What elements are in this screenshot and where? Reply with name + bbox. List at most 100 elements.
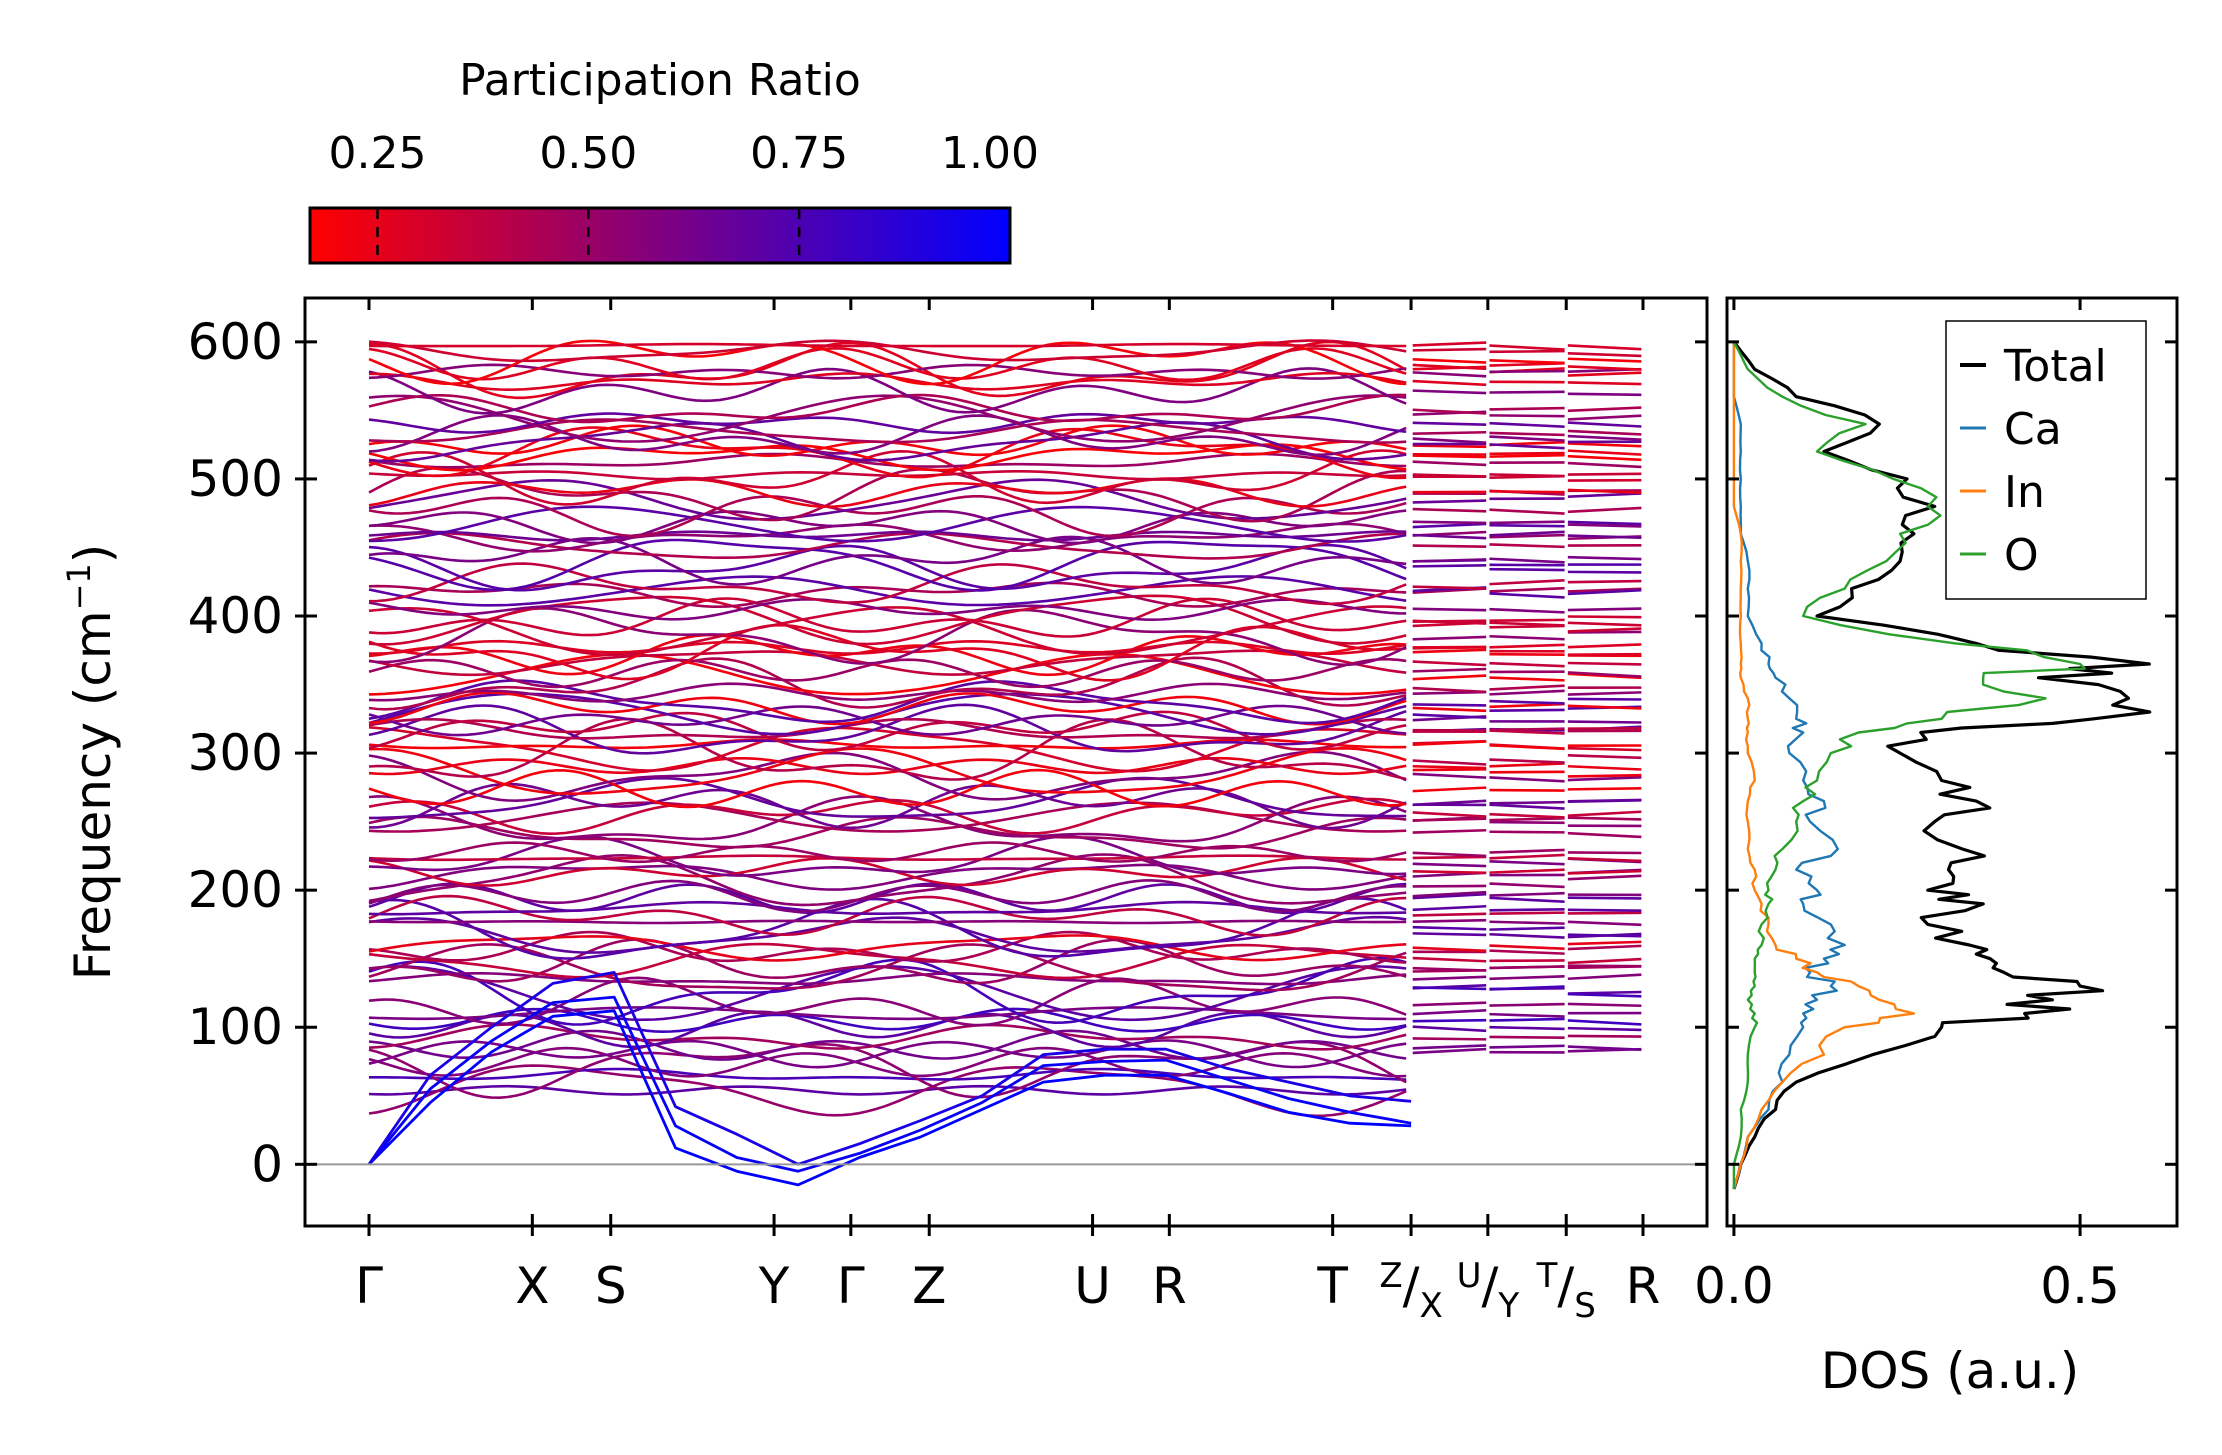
phonon-flat-segment: [1489, 369, 1565, 374]
kpoint-label: X: [515, 1257, 549, 1315]
phonon-flat-segment: [1489, 359, 1565, 365]
phonon-branch: [368, 853, 1407, 907]
legend-entry-label: O: [2004, 530, 2039, 581]
phonon-flat-segment: [1412, 421, 1487, 426]
phonon-flat-segment: [1567, 874, 1642, 881]
kpoint-label: Y: [758, 1257, 790, 1315]
colorbar-gradient: [308, 206, 1012, 265]
phonon-flat-segment: [1567, 461, 1642, 469]
phonon-branch: [368, 896, 1407, 960]
phonon-flat-segment: [1489, 702, 1565, 709]
phonon-flat-segment: [1489, 414, 1565, 418]
phonon-flat-segment: [1412, 607, 1487, 612]
phonon-flat-segment: [1489, 985, 1565, 991]
kpoint-label: R: [1626, 1257, 1661, 1315]
phonon-flat-segment: [1567, 704, 1642, 710]
phonon-flat-segment: [1489, 490, 1565, 494]
phonon-flat-segment: [1489, 1017, 1565, 1022]
dos-series-total: [1732, 340, 2152, 1190]
colorbar-tick-label: 0.25: [328, 128, 426, 179]
y-axis-label: Frequency (cm−1): [60, 544, 122, 981]
colorbar-tick-label: 0.50: [539, 128, 637, 179]
phonon-flat-segment: [1489, 1035, 1565, 1040]
phonon-flat-segment: [1567, 454, 1642, 462]
dos-series-o: [1732, 341, 2086, 1189]
phonon-branch: [368, 449, 1407, 506]
band-axes-frame: [303, 296, 1709, 1228]
colorbar-tick-labels: 0.25 0.50 0.75 1.00: [328, 128, 1038, 179]
phonon-branch: [368, 863, 1407, 891]
phonon-flat-segment: [1489, 557, 1565, 564]
phonon-branch: [368, 340, 1407, 400]
phonon-flat-segment: [1412, 558, 1487, 563]
phonon-branch: [368, 505, 1407, 543]
phonon-flat-segment: [1567, 957, 1642, 965]
phonon-branch: [368, 943, 1407, 992]
phonon-branch: [368, 393, 1407, 424]
phonon-flat-segment: [1412, 1025, 1487, 1033]
phonon-flat-segment: [1567, 414, 1642, 421]
phonon-flat-segment: [1489, 758, 1565, 764]
phonon-branch: [368, 746, 1407, 796]
phonon-flat-segment: [1489, 508, 1565, 515]
phonon-flat-segment: [1412, 533, 1487, 540]
kpoint-label-sub: X: [1419, 1286, 1442, 1326]
phonon-flat-segment: [1412, 660, 1487, 667]
phonon-flat-segment: [1412, 925, 1487, 931]
phonon-flat-segment: [1567, 911, 1642, 915]
phonon-flat-segment: [1412, 363, 1487, 371]
phonon-flat-segment: [1567, 621, 1642, 627]
kpoint-label-slash: /: [1557, 1257, 1574, 1315]
phonon-flat-segment: [1567, 643, 1642, 649]
phonon-branch: [368, 882, 1407, 915]
phonon-flat-segment: [1489, 543, 1565, 549]
phonon-branch: [368, 470, 1407, 481]
phonon-flat-segment: [1489, 684, 1565, 691]
phonon-flat-segment: [1567, 1019, 1642, 1026]
phonon-flat-segment: [1412, 444, 1487, 449]
phonon-flat-segment: [1567, 523, 1642, 528]
phonon-branch: [368, 367, 1407, 415]
phonon-flat-segment: [1489, 523, 1565, 528]
phonon-flat-segment: [1412, 932, 1487, 937]
phonon-flat-segment: [1489, 578, 1565, 586]
phonon-flat-segment: [1412, 437, 1487, 444]
phonon-branch: [368, 1029, 1407, 1061]
kpoint-label-sup: Z: [1379, 1256, 1402, 1296]
phonon-flat-segment: [1412, 703, 1487, 707]
legend-entry-label: Total: [2003, 341, 2107, 392]
phonon-flat-segment: [1567, 506, 1642, 514]
phonon-flat-segment: [1489, 949, 1565, 955]
phonon-flat-segment: [1567, 672, 1642, 680]
phonon-flat-segment: [1412, 499, 1487, 504]
phonon-flat-segment: [1567, 661, 1642, 666]
phonon-flat-segment: [1567, 940, 1642, 946]
phonon-branch: [368, 972, 1407, 986]
phonon-flat-segment: [1412, 585, 1487, 590]
phonon-flat-segment: [1489, 944, 1565, 950]
phonon-flat-segment: [1412, 966, 1487, 972]
colorbar-tick-label: 1.00: [941, 128, 1039, 179]
phonon-flat-segment: [1412, 341, 1487, 347]
phonon-branch: [368, 691, 1407, 726]
phonon-flat-segment: [1489, 592, 1565, 599]
phonon-flat-segment: [1567, 753, 1642, 760]
phonon-branch: [368, 900, 1407, 916]
phonon-flat-segment: [1412, 371, 1487, 378]
phonon-branch: [368, 531, 1407, 560]
phonon-flat-segment: [1567, 357, 1642, 363]
phonon-flat-segment: [1567, 810, 1642, 817]
phonon-flat-segment: [1489, 473, 1565, 478]
phonon-flat-segment: [1412, 912, 1487, 917]
phonon-flat-segment: [1489, 729, 1565, 735]
phonon-flat-segment: [1567, 492, 1642, 498]
kpoint-label-sup: U: [1457, 1256, 1482, 1296]
phonon-flat-segment: [1489, 848, 1565, 854]
phonon-flat-segment: [1489, 451, 1565, 456]
phonon-flat-segment: [1489, 634, 1565, 641]
phonon-flat-segment: [1412, 986, 1487, 991]
phonon-flat-segment: [1412, 389, 1487, 395]
phonon-flat-segment: [1567, 798, 1642, 803]
phonon-flat-segment: [1567, 720, 1642, 724]
phonon-flat-segment: [1567, 671, 1642, 678]
